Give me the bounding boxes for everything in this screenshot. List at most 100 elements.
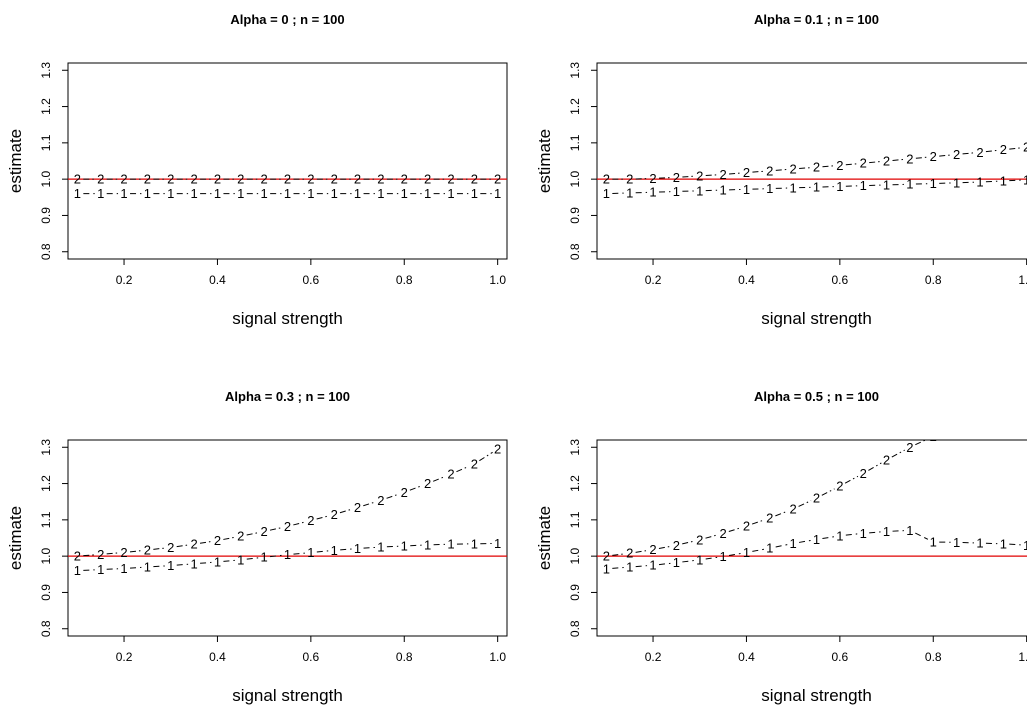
series-1-point: 1 — [906, 177, 913, 192]
series-2-point: 2 — [906, 151, 913, 166]
x-tick-label: 0.8 — [396, 273, 413, 287]
y-tick-label: 0.8 — [39, 620, 53, 637]
y-tick-label: 1.1 — [39, 134, 53, 151]
series-1-segment — [246, 557, 259, 560]
series-2-point: 2 — [331, 172, 338, 187]
series-2-point: 2 — [1000, 142, 1007, 157]
chart-panel-3: Alpha = 0.3 ; n = 100 0.2 0.4 0.6 0.8 1.0 0.8 0… — [6, 389, 508, 705]
series-2-point: 2 — [883, 154, 890, 169]
series-2-point: 2 — [743, 165, 750, 180]
series-2-point: 2 — [673, 170, 680, 185]
series-2-point: 2 — [1023, 140, 1027, 155]
series-1-point: 1 — [649, 558, 656, 573]
x-tick-label: 0.6 — [303, 273, 320, 287]
series-1-point: 1 — [790, 180, 797, 195]
series-2-segment — [915, 440, 927, 446]
x-axis-label: signal strength — [761, 309, 872, 328]
y-tick-label: 1.3 — [568, 62, 582, 79]
series-1-segment — [270, 554, 282, 558]
series-2-point: 2 — [696, 532, 703, 547]
series-1-point: 1 — [953, 175, 960, 190]
y-tick-label: 1.2 — [39, 98, 53, 115]
series-1-point: 1 — [766, 181, 773, 196]
series-2-point: 2 — [377, 172, 384, 187]
series-1-point: 1 — [471, 186, 478, 201]
series-2-segment — [339, 508, 352, 514]
series-1-segment — [869, 531, 881, 534]
series-1-point: 1 — [626, 185, 633, 200]
series-1-segment — [752, 548, 764, 552]
series-1-segment — [845, 533, 858, 536]
series-1-point: 1 — [696, 552, 703, 567]
series-2-segment — [705, 174, 718, 177]
series-2-point: 2 — [284, 172, 291, 187]
x-tick-label: 0.8 — [396, 650, 413, 664]
series-2-point: 2 — [953, 147, 960, 162]
series-1-segment — [153, 565, 165, 568]
series-2-segment — [246, 532, 259, 536]
x-tick-label: 0.8 — [925, 650, 942, 664]
series-1-point: 1 — [471, 536, 478, 551]
series-2-segment — [456, 465, 470, 473]
series-1-point: 1 — [673, 184, 680, 199]
series-2-segment — [751, 519, 765, 525]
y-axis-label: estimate — [535, 506, 554, 570]
y-tick-label: 1.0 — [39, 547, 53, 564]
series-1-point: 1 — [401, 186, 408, 201]
series-1-point: 1 — [836, 528, 843, 543]
series-1-segment — [386, 545, 399, 548]
y-tick-label: 1.0 — [568, 547, 582, 564]
series-1-point: 1 — [603, 186, 610, 201]
series-2-segment — [705, 534, 718, 539]
series-2-point: 2 — [766, 511, 773, 526]
series-2-point: 2 — [976, 145, 983, 160]
series-2-point: 2 — [120, 172, 127, 187]
series-1-segment — [200, 561, 212, 564]
series-2-point: 2 — [673, 538, 680, 553]
series-1-segment — [915, 532, 929, 540]
series-2-point: 2 — [377, 493, 384, 508]
series-1-segment — [340, 548, 352, 551]
series-2-point: 2 — [719, 526, 726, 541]
series-1-point: 1 — [214, 554, 221, 569]
series-1-point: 1 — [743, 545, 750, 560]
series-2-point: 2 — [883, 452, 890, 467]
chart-panel-2: Alpha = 0.1 ; n = 100 0.2 0.4 0.6 0.8 1.0 0.8 0… — [535, 12, 1027, 328]
chart-panel-4: Alpha = 0.5 ; n = 100 0.2 0.4 0.6 0.8 1.0 0.8 0… — [535, 389, 1027, 705]
series-2-point: 2 — [307, 513, 314, 528]
series-2-point: 2 — [120, 545, 127, 560]
series-2-segment — [659, 177, 671, 179]
series-2-point: 2 — [167, 540, 174, 555]
chart-title: Alpha = 0.3 ; n = 100 — [225, 389, 350, 404]
series-1-segment — [798, 539, 811, 543]
series-1-point: 1 — [860, 526, 867, 541]
x-tick-label: 0.2 — [645, 650, 662, 664]
series-2-segment — [129, 550, 142, 553]
series-2-point: 2 — [930, 429, 937, 444]
series-2-point: 2 — [190, 172, 197, 187]
series-1-point: 1 — [331, 543, 338, 558]
series-1-point: 1 — [1023, 538, 1027, 553]
y-tick-label: 1.1 — [568, 134, 582, 151]
series-1-point: 1 — [447, 537, 454, 552]
series-1-point: 1 — [74, 563, 81, 578]
series-1-point: 1 — [237, 552, 244, 567]
series-2-segment — [822, 165, 834, 168]
series-2-point: 2 — [906, 440, 913, 455]
series-2-point: 2 — [74, 549, 81, 564]
series-2-segment — [845, 163, 858, 166]
chart-title: Alpha = 0.1 ; n = 100 — [754, 12, 879, 27]
series-1-point: 1 — [377, 186, 384, 201]
series-2-point: 2 — [626, 172, 633, 187]
series-1-point: 1 — [813, 532, 820, 547]
series-1-segment — [129, 566, 142, 569]
series-2-segment — [985, 149, 998, 153]
series-2-point: 2 — [354, 172, 361, 187]
series-1-point: 1 — [953, 535, 960, 550]
series-2-point: 2 — [836, 158, 843, 173]
series-2-point: 2 — [743, 519, 750, 534]
series-2-point: 2 — [813, 491, 820, 506]
series-1-point: 1 — [190, 186, 197, 201]
series-1-segment — [658, 562, 671, 566]
series-2-point: 2 — [790, 501, 797, 516]
